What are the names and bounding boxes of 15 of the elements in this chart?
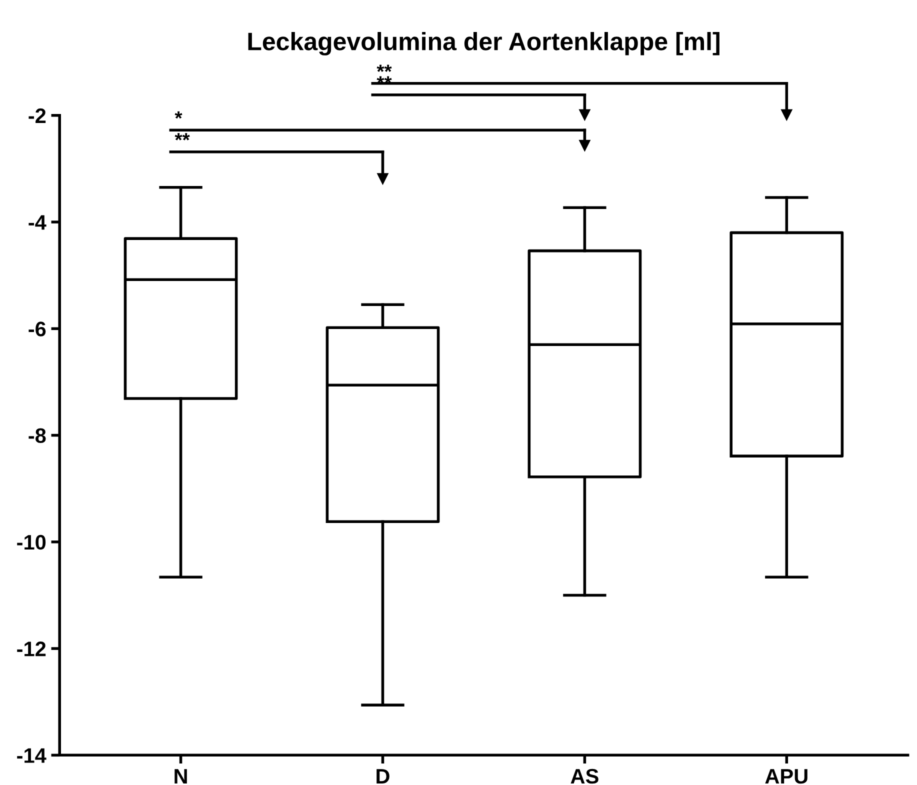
y-tick-label: -12 xyxy=(17,642,46,656)
x-tick-label: N xyxy=(174,769,187,784)
y-tick-label: -10 xyxy=(17,534,46,550)
y-tick-label: -2 xyxy=(28,108,46,123)
y-tick-label: -4 xyxy=(28,215,46,230)
y-tick-label: -6 xyxy=(28,322,46,336)
y-tick-label: -8 xyxy=(28,428,46,444)
x-tick-label: APU xyxy=(765,769,808,784)
chart-title: Leckagevolumina der Aortenklappe [ml] xyxy=(248,32,720,56)
text: ** xyxy=(376,64,392,72)
x-tick-label: AS xyxy=(570,768,598,784)
y-tick-label: -14 xyxy=(17,748,46,763)
annotation: * xyxy=(174,111,182,119)
annotation: ** xyxy=(174,133,190,140)
x-tick-label: D xyxy=(376,769,390,784)
